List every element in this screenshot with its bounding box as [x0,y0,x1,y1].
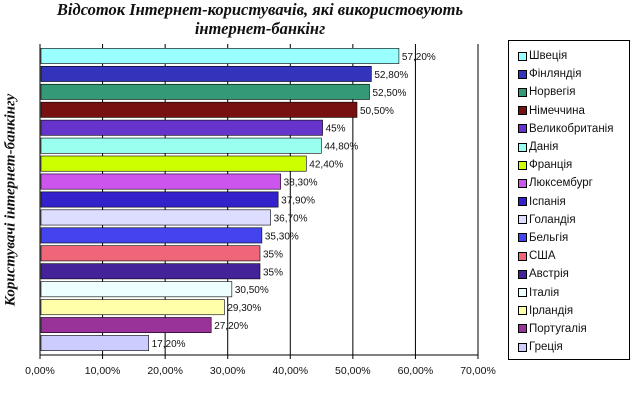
x-tick-label: 60,00% [398,365,434,377]
bar-value-label: 50,50% [360,106,394,117]
legend-swatch [518,178,527,188]
bar-12 [40,245,261,262]
legend-swatch [518,233,527,243]
legend-item: Іспанія [518,193,629,211]
legend-swatch [518,142,527,152]
legend-label: Голандія [529,213,576,226]
bar-8 [40,173,281,190]
legend-swatch [518,106,527,116]
legend: Швеція Фінляндія Норвегія Німеччина Великобр… [508,40,630,360]
legend-label: Швеція [529,50,568,63]
legend-swatch [518,197,527,207]
legend-label: Фінляндія [529,68,582,81]
legend-swatch [518,251,527,261]
legend-label: Португалія [529,322,587,335]
legend-swatch [518,215,527,225]
chart-title: Відсоток Інтернет-користувачів, які вико… [0,0,520,38]
legend-label: Іспанія [529,195,566,208]
legend-label: Норвегія [529,86,576,99]
legend-item: Великобританія [518,120,629,138]
legend-item: Бельгія [518,229,629,247]
legend-item: Голандія [518,211,629,229]
legend-swatch [518,124,527,134]
bar-value-label: 29,30% [227,303,261,314]
bar-9 [40,191,279,208]
x-tick-label: 20,00% [147,365,183,377]
chart-title-line-1: Відсоток Інтернет-користувачів, які вико… [56,0,464,19]
legend-item: Італія [518,283,629,301]
legend-swatch [518,342,527,352]
legend-item: Фінляндія [518,65,629,83]
bar-value-label: 42,40% [309,160,343,171]
legend-item: Ірландія [518,302,629,320]
legend-label: Німеччина [529,104,585,117]
bar-value-label: 27,20% [214,321,248,332]
bar-6 [40,137,322,154]
legend-item: Норвегія [518,83,629,101]
bar-7 [40,155,307,172]
x-tick-label: 30,00% [210,365,246,377]
bar-value-label: 35% [263,249,283,260]
legend-item: Австрія [518,265,629,283]
legend-label: Ірландія [529,304,574,317]
bar-5 [40,119,323,136]
legend-swatch [518,69,527,79]
bar-value-label: 36,70% [274,213,308,224]
bar-11 [40,227,263,244]
bar-13 [40,263,261,280]
x-tick-label: 70,00% [460,365,496,377]
legend-swatch [518,160,527,170]
chart-title-line-2: інтернет-банкінг [194,19,326,38]
bar-value-label: 52,50% [373,88,407,99]
x-tick-label: 40,00% [272,365,308,377]
legend-swatch [518,306,527,316]
bar-16 [40,317,212,334]
legend-swatch [518,288,527,298]
legend-label: Франція [529,159,573,172]
legend-item: Франція [518,156,629,174]
legend-item: США [518,247,629,265]
bar-value-label: 30,50% [235,285,269,296]
bar-value-label: 37,90% [281,196,315,207]
legend-label: Данія [529,141,559,154]
bar-3 [40,83,370,100]
bar-value-label: 35% [263,267,283,278]
legend-label: Великобританія [529,122,614,135]
bar-value-label: 45% [326,124,346,135]
legend-swatch [518,324,527,334]
x-tick-label: 10,00% [85,365,121,377]
bar-17 [40,335,149,351]
legend-label: Греція [529,341,563,354]
legend-swatch [518,51,527,61]
legend-label: США [529,250,556,263]
legend-item: Люксембург [518,174,629,192]
bar-value-label: 38,30% [284,178,318,189]
x-tick-label: 50,00% [335,365,371,377]
x-tick-label: 0,00% [25,365,55,377]
legend-label: Австрія [529,268,569,281]
bar-15 [40,299,225,316]
bar-value-label: 57,20% [402,52,436,63]
legend-item: Греція [518,338,629,356]
legend-swatch [518,269,527,279]
bar-value-label: 35,30% [265,231,299,242]
legend-label: Бельгія [529,231,569,244]
bar-14 [40,281,233,298]
legend-label: Люксембург [529,177,593,190]
legend-item: Німеччина [518,102,629,120]
bar-10 [40,209,271,226]
bar-value-label: 44,80% [324,142,358,153]
bar-2 [40,65,372,82]
bar-value-label: 52,80% [374,70,408,81]
legend-item: Швеція [518,47,629,65]
legend-item: Португалія [518,320,629,338]
bar-1 [40,48,400,64]
legend-label: Італія [529,286,560,299]
bar-value-label: 17,20% [152,339,186,350]
legend-swatch [518,87,527,97]
bar-4 [40,101,358,118]
legend-item: Данія [518,138,629,156]
